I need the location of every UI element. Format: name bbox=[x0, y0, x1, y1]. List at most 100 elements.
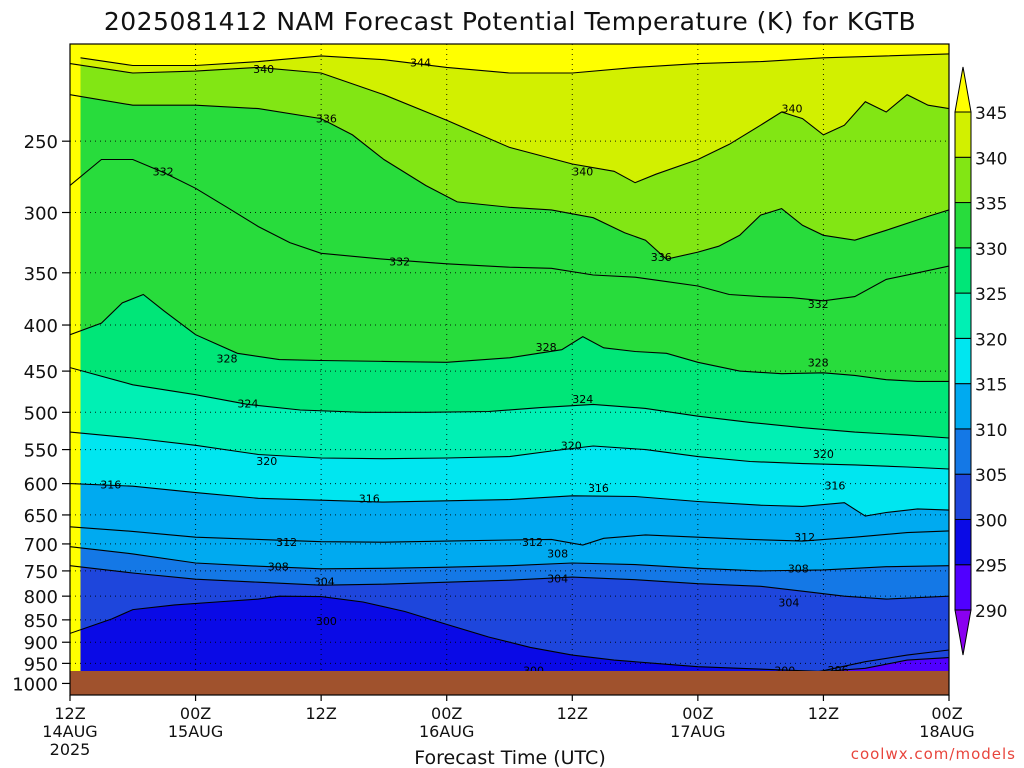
x-tick-time-48: 12Z bbox=[557, 704, 588, 723]
colorbar-label-290: 290 bbox=[975, 602, 1007, 622]
y-tick-label-800: 800 bbox=[24, 587, 58, 608]
contour-324 bbox=[70, 367, 949, 439]
colorbar-band-310 bbox=[954, 383, 972, 430]
contour-label-316: 316 bbox=[359, 492, 380, 505]
contour-label-344: 344 bbox=[410, 57, 431, 70]
contour-label-320: 320 bbox=[561, 439, 582, 452]
contour-label-324: 324 bbox=[237, 398, 258, 411]
contour-label-328: 328 bbox=[536, 341, 557, 354]
x-tick-time-84: 00Z bbox=[931, 704, 962, 723]
colorbar-band-295 bbox=[954, 518, 972, 566]
x-tick-time-72: 12Z bbox=[808, 704, 839, 723]
x-tick-date-36: 16AUG bbox=[419, 722, 474, 741]
contour-label-308: 308 bbox=[788, 562, 809, 575]
chart-title: 2025081412 NAM Forecast Potential Temper… bbox=[104, 7, 916, 36]
x-tick-date-12: 15AUG bbox=[168, 722, 223, 741]
contour-300 bbox=[70, 595, 949, 671]
y-tick-label-600: 600 bbox=[24, 475, 58, 496]
colorbar-label-310: 310 bbox=[975, 421, 1007, 441]
colorbar-band-330 bbox=[954, 202, 972, 249]
plot-frame bbox=[69, 43, 950, 696]
colorbar-band-340 bbox=[954, 111, 972, 158]
colorbar-label-320: 320 bbox=[975, 330, 1007, 350]
contour-340 bbox=[70, 63, 949, 184]
y-tick-label-750: 750 bbox=[24, 562, 58, 583]
y-tick-label-250: 250 bbox=[24, 132, 58, 153]
colorbar-low-triangle bbox=[954, 609, 972, 656]
colorbar-label-300: 300 bbox=[975, 511, 1007, 531]
contour-304 bbox=[70, 565, 949, 600]
contour-label-296: 296 bbox=[828, 664, 849, 677]
credit-text: coolwx.com/models bbox=[851, 745, 1016, 763]
colorbar-label-330: 330 bbox=[975, 240, 1007, 260]
contour-label-328: 328 bbox=[808, 356, 829, 369]
contour-label-304: 304 bbox=[314, 576, 335, 589]
contour-label-316: 316 bbox=[588, 482, 609, 495]
colorbar-band-320 bbox=[954, 292, 972, 339]
contour-label-340: 340 bbox=[782, 103, 803, 116]
y-tick-label-350: 350 bbox=[24, 264, 58, 285]
contour-332 bbox=[70, 158, 949, 302]
colorbar-band-335 bbox=[954, 156, 972, 204]
theta-color-bands bbox=[70, 44, 949, 671]
x-tick-year-0: 2025 bbox=[50, 740, 91, 759]
colorbar-band-325 bbox=[954, 247, 972, 294]
colorbar-high-triangle bbox=[954, 66, 972, 113]
contour-label-316: 316 bbox=[824, 480, 845, 493]
ground-surface bbox=[70, 671, 949, 695]
contour-label-312: 312 bbox=[522, 536, 543, 549]
x-tick-time-12: 00Z bbox=[180, 704, 211, 723]
x-tick-time-36: 00Z bbox=[431, 704, 462, 723]
y-tick-label-300: 300 bbox=[24, 204, 58, 225]
contour-label-308: 308 bbox=[547, 547, 568, 560]
colorbar-label-295: 295 bbox=[975, 557, 1007, 577]
contour-label-320: 320 bbox=[256, 455, 277, 468]
contour-label-300: 300 bbox=[523, 665, 544, 678]
y-tick-label-400: 400 bbox=[24, 316, 58, 337]
y-tick-label-1000: 1000 bbox=[12, 674, 58, 695]
contour-label-300: 300 bbox=[316, 615, 337, 628]
y-tick-label-550: 550 bbox=[24, 441, 58, 462]
contour-label-328: 328 bbox=[216, 353, 237, 366]
y-tick-label-900: 900 bbox=[24, 633, 58, 654]
contour-label-336: 336 bbox=[316, 113, 337, 126]
colorbar-band-290 bbox=[954, 564, 972, 611]
x-tick-date-60: 17AUG bbox=[670, 722, 725, 741]
contour-label-336: 336 bbox=[651, 251, 672, 264]
contour-312 bbox=[70, 526, 949, 546]
contour-label-324: 324 bbox=[572, 393, 593, 406]
contour-label-340: 340 bbox=[572, 165, 593, 178]
contour-lines: 344 340 340 340 336 336 332 332 332 328 328 328 324 3… bbox=[70, 53, 949, 678]
contour-label-340: 340 bbox=[253, 63, 274, 76]
contour-328 bbox=[70, 293, 949, 382]
colorbar-label-345: 345 bbox=[975, 104, 1007, 124]
contour-label-332: 332 bbox=[153, 165, 174, 178]
contour-label-304: 304 bbox=[778, 596, 799, 609]
y-tick-label-500: 500 bbox=[24, 403, 58, 424]
colorbar-label-305: 305 bbox=[975, 466, 1007, 486]
x-tick-time-0: 12Z bbox=[54, 704, 85, 723]
contour-344 bbox=[80, 53, 949, 74]
colorbar-label-340: 340 bbox=[975, 149, 1007, 169]
contour-label-320: 320 bbox=[813, 448, 834, 461]
x-tick-date-84: 18AUG bbox=[919, 722, 974, 741]
y-tick-label-650: 650 bbox=[24, 506, 58, 527]
colorbar-label-335: 335 bbox=[975, 195, 1007, 215]
contour-316 bbox=[70, 483, 949, 517]
band-above-340 bbox=[70, 44, 949, 183]
contour-336 bbox=[70, 94, 949, 260]
colorbar-label-325: 325 bbox=[975, 285, 1007, 305]
contour-label-312: 312 bbox=[276, 536, 297, 549]
contour-label-332: 332 bbox=[808, 298, 829, 311]
colorbar-band-305 bbox=[954, 428, 972, 475]
x-tick-date-0: 14AUG bbox=[42, 722, 97, 741]
colorbar-label-315: 315 bbox=[975, 376, 1007, 396]
contour-label-332: 332 bbox=[389, 255, 410, 268]
contour-label-316: 316 bbox=[100, 478, 121, 491]
x-axis-label: Forecast Time (UTC) bbox=[414, 747, 605, 768]
x-tick-time-24: 12Z bbox=[305, 704, 336, 723]
y-tick-label-700: 700 bbox=[24, 535, 58, 556]
contour-label-300: 300 bbox=[774, 665, 795, 678]
